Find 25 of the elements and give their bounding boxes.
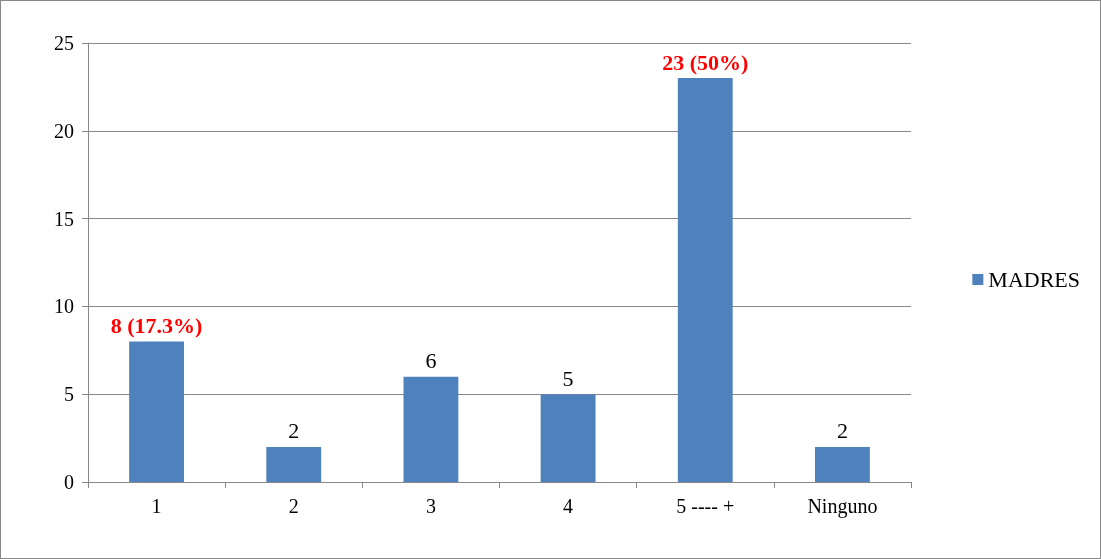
- bar: [540, 394, 596, 482]
- y-tick-label: 10: [54, 295, 74, 318]
- y-tick-label: 5: [64, 383, 74, 406]
- legend-label: MADRES: [988, 267, 1080, 292]
- bar: [129, 341, 185, 482]
- y-tick-label: 0: [64, 471, 74, 493]
- data-label: 8 (17.3%): [110, 313, 203, 339]
- data-label: 23 (50%): [662, 49, 749, 75]
- bar: [403, 376, 459, 482]
- x-tick-label: 1: [151, 495, 162, 517]
- y-tick-label: 25: [54, 32, 74, 54]
- x-tick-label: 4: [563, 495, 574, 517]
- data-label: 2: [288, 418, 300, 444]
- y-tick-label: 20: [54, 119, 74, 142]
- bar: [677, 78, 733, 482]
- x-tick-label: 2: [288, 495, 299, 517]
- data-label: 2: [836, 418, 848, 444]
- bar: [814, 446, 870, 482]
- data-label: 6: [425, 348, 437, 374]
- x-tick-label: 3: [425, 495, 436, 517]
- x-tick-label: Ninguno: [807, 495, 878, 518]
- bar: [266, 446, 322, 482]
- data-label: 5: [562, 365, 574, 391]
- y-tick-label: 15: [54, 207, 74, 230]
- x-tick-label: 5 ---- +: [676, 495, 735, 517]
